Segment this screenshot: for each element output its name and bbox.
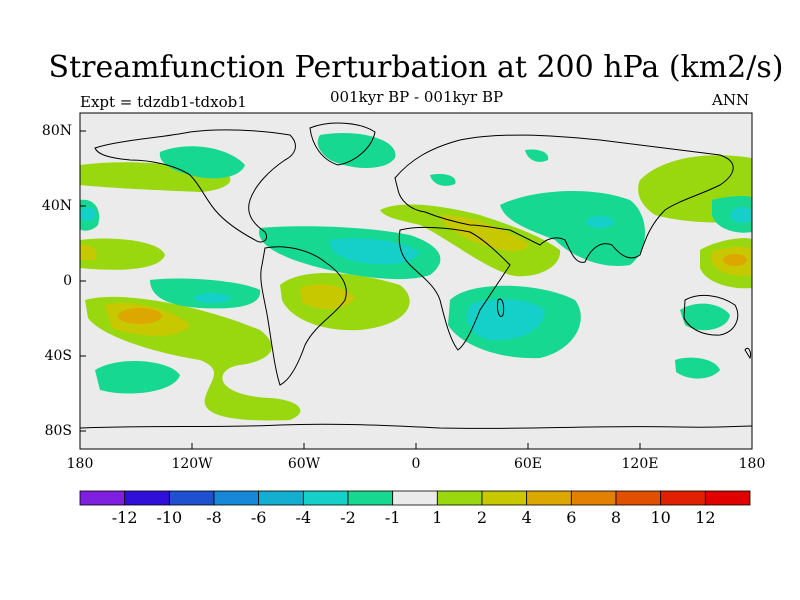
east-pacific-core [730,207,754,223]
pacific-core [194,293,230,303]
colorbar-swatch [169,491,214,505]
colorbar-swatch [437,491,482,505]
colorbar-swatch [482,491,527,505]
west-pacific-core [80,207,96,221]
colorbar-label: -6 [239,508,279,527]
west-pacific-peak [723,254,747,266]
colorbar-label: 10 [641,508,681,527]
lat-label-80n: 80N [12,123,72,139]
lat-label-80s: 80S [12,423,72,439]
colorbar-label: -12 [105,508,145,527]
lat-label-0: 0 [12,273,72,289]
lon-label-180w: 180 [40,456,120,472]
lon-label-120w: 120W [152,456,232,472]
asia-core [586,216,614,228]
colorbar-swatch [259,491,304,505]
colorbar-swatch [214,491,259,505]
colorbar-label: 12 [685,508,725,527]
lat-label-40s: 40S [12,348,72,364]
colorbar-label: -2 [328,508,368,527]
lon-label-60w: 60W [264,456,344,472]
colorbar-swatch [661,491,706,505]
lon-label-0: 0 [376,456,456,472]
colorbar-swatch [616,491,661,505]
colorbar-label: 8 [596,508,636,527]
lat-label-40n: 40N [12,198,72,214]
colorbar-swatch [348,491,393,505]
colorbar [80,491,750,505]
lon-label-180e: 180 [712,456,792,472]
colorbar-label: -4 [283,508,323,527]
colorbar-swatch [125,491,170,505]
colorbar-label: 1 [417,508,457,527]
lon-label-60e: 60E [488,456,568,472]
colorbar-swatch [80,491,125,505]
colorbar-label: 2 [462,508,502,527]
colorbar-label: 6 [551,508,591,527]
colorbar-swatch [705,491,750,505]
colorbar-swatch [571,491,616,505]
lon-label-120e: 120E [600,456,680,472]
colorbar-swatch [527,491,572,505]
colorbar-swatch [393,491,438,505]
colorbar-label: -10 [149,508,189,527]
colorbar-label: -1 [373,508,413,527]
field-layer [80,113,754,449]
colorbar-swatch [303,491,348,505]
colorbar-label: -8 [194,508,234,527]
colorbar-label: 4 [507,508,547,527]
south-pacific-peak [118,308,162,324]
